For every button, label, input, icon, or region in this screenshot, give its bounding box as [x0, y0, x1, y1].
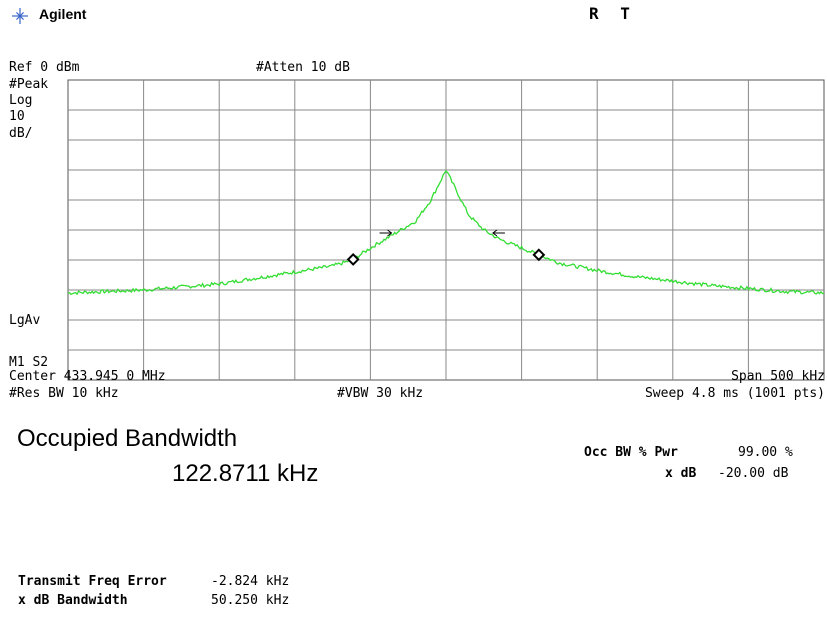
logo-ray	[19, 12, 24, 17]
xdb-bandwidth-value: 50.250 kHz	[211, 593, 290, 608]
marker-state: M1 S2	[9, 355, 49, 370]
average-mode: LgAv	[9, 313, 41, 328]
agilent-logo-icon	[12, 8, 28, 24]
occupied-bandwidth-value: 122.8711 kHz	[172, 460, 319, 487]
transmit-freq-error-label: Transmit Freq Error	[18, 574, 167, 589]
arrow-marker-head	[387, 229, 393, 237]
brand-label: Agilent	[39, 6, 87, 22]
diamond-marker-icon	[532, 248, 546, 262]
span: Span 500 kHz	[731, 369, 825, 384]
scale-unit: dB/	[9, 126, 33, 141]
spectrum-trace	[67, 170, 825, 296]
scale-type: Log	[9, 93, 33, 108]
resolution-bandwidth: #Res BW 10 kHz	[9, 386, 119, 401]
diamond-marker-icon	[346, 252, 360, 266]
xdb-bandwidth-label: x dB Bandwidth	[18, 593, 128, 608]
xdb-label: x dB	[665, 466, 697, 481]
detector-mode: #Peak	[9, 77, 49, 92]
video-bandwidth: #VBW 30 kHz	[337, 386, 424, 401]
occ-bw-pwr-value: 99.00 %	[738, 445, 793, 460]
occ-bw-pwr-label: Occ BW % Pwr	[584, 445, 678, 460]
status-indicator: R T	[589, 4, 636, 23]
attenuation: #Atten 10 dB	[256, 60, 350, 75]
sweep-time: Sweep 4.8 ms (1001 pts)	[644, 386, 825, 401]
xdb-value: -20.00 dB	[718, 466, 789, 481]
center-frequency: Center 433.945 0 MHz	[9, 369, 166, 384]
ref-level: Ref 0 dBm	[9, 60, 80, 75]
measurement-title: Occupied Bandwidth	[17, 425, 238, 452]
transmit-freq-error-value: -2.824 kHz	[211, 574, 290, 589]
scale-value: 10	[9, 109, 25, 124]
arrow-marker-head	[492, 229, 498, 237]
